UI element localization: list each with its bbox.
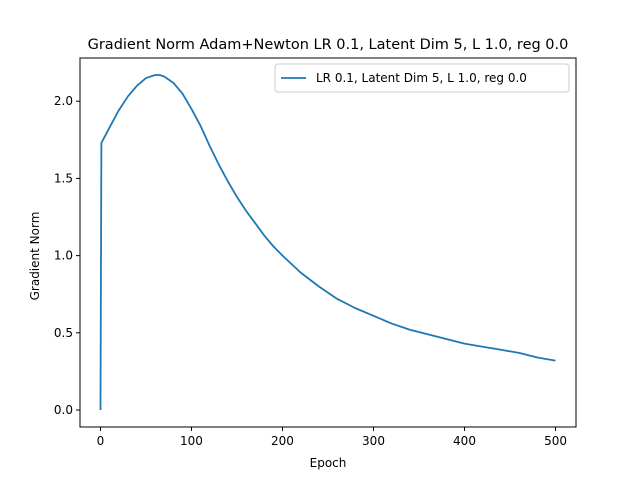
x-tick-label: 0	[97, 434, 105, 448]
chart-title: Gradient Norm Adam+Newton LR 0.1, Latent…	[88, 37, 569, 53]
y-tick-label: 2.0	[54, 94, 73, 108]
x-tick-label: 200	[271, 434, 294, 448]
y-axis-label: Gradient Norm	[28, 212, 42, 301]
y-tick-label: 0.5	[54, 326, 73, 340]
series-line-0	[99, 74, 556, 411]
x-tick-label: 500	[544, 434, 567, 448]
x-tick-label: 300	[362, 434, 385, 448]
y-tick-label: 0.0	[54, 403, 73, 417]
plot-area	[79, 57, 577, 428]
x-tick-label: 400	[453, 434, 476, 448]
x-axis-label: Epoch	[310, 456, 347, 470]
legend-entry-label: LR 0.1, Latent Dim 5, L 1.0, reg 0.0	[316, 71, 527, 85]
legend: LR 0.1, Latent Dim 5, L 1.0, reg 0.0	[274, 63, 570, 93]
legend-box	[274, 63, 570, 93]
x-axis-ticks: 0 100 200 300 400 500	[97, 427, 567, 448]
y-axis-ticks: 0.0 0.5 1.0 1.5 2.0	[54, 94, 80, 417]
y-tick-label: 1.5	[54, 171, 73, 185]
x-tick-label: 100	[180, 434, 203, 448]
y-tick-label: 1.0	[54, 249, 73, 263]
plot-frame	[79, 57, 577, 428]
